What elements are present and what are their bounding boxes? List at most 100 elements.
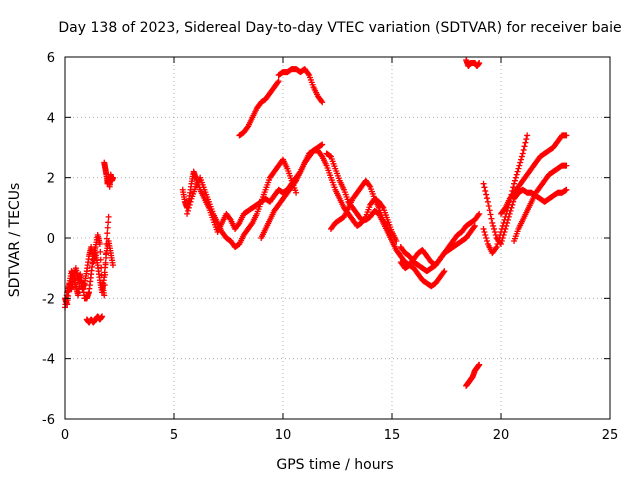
data-point (523, 136, 530, 143)
data-point (521, 143, 528, 150)
data-point (563, 186, 570, 193)
data-point (515, 165, 522, 172)
data-point (483, 191, 490, 198)
data-point (494, 241, 501, 248)
data-point (520, 146, 527, 153)
data-point (563, 162, 570, 169)
data-point (480, 225, 487, 232)
data-point (482, 231, 489, 238)
data-point (498, 225, 505, 232)
data-point (480, 180, 487, 187)
data-point (305, 70, 312, 77)
y-tick-label: -4 (42, 353, 55, 368)
data-point (517, 159, 524, 166)
data-point (184, 207, 191, 214)
data-point (102, 271, 109, 278)
data-point (318, 152, 325, 159)
data-point (483, 235, 490, 241)
data-point (104, 230, 111, 237)
data-point (184, 210, 191, 217)
x-tick-label: 5 (170, 428, 178, 443)
data-point (440, 269, 447, 276)
data-point (486, 207, 493, 214)
data-point (490, 222, 497, 229)
data-point (235, 221, 242, 228)
data-point (98, 264, 105, 271)
y-tick-label: -6 (42, 413, 55, 428)
data-point (518, 153, 525, 160)
data-point (511, 177, 518, 184)
data-point (514, 168, 521, 175)
data-point (275, 78, 282, 85)
data-point (274, 79, 281, 86)
data-point (484, 195, 491, 202)
data-point (476, 210, 483, 217)
data-point (485, 203, 492, 210)
data-point (489, 219, 496, 226)
data-point (491, 225, 498, 232)
data-point (96, 241, 103, 248)
data-point (481, 184, 488, 191)
data-point (518, 156, 525, 163)
data-point (476, 361, 483, 368)
data-point (492, 245, 499, 252)
data-point (388, 230, 395, 237)
data-point (441, 268, 448, 275)
data-point (248, 221, 255, 228)
data-point (105, 219, 112, 226)
y-tick-label: 2 (47, 172, 55, 187)
data-point (293, 189, 300, 196)
data-point (493, 244, 500, 251)
data-point (109, 262, 116, 269)
y-tick-label: 4 (47, 111, 55, 126)
y-tick-label: -2 (42, 292, 55, 307)
data-point (487, 211, 494, 218)
data-point (484, 198, 491, 205)
data-point (484, 238, 491, 245)
x-axis-label: GPS time / hours (276, 457, 394, 473)
data-point (103, 235, 110, 242)
chart-title: Day 138 of 2023, Sidereal Day-to-day VTE… (58, 20, 622, 36)
data-point (319, 99, 326, 106)
data-point (524, 132, 531, 139)
data-point (512, 174, 519, 181)
data-point (292, 178, 299, 185)
y-tick-label: 0 (47, 232, 55, 247)
data-point (500, 219, 507, 226)
data-point (186, 201, 193, 208)
data-point (503, 210, 510, 217)
data-point (185, 204, 192, 211)
data-point (496, 235, 503, 241)
data-point (563, 132, 570, 139)
data-point (491, 228, 498, 235)
data-point (389, 231, 395, 238)
data-point (470, 224, 477, 231)
data-point (471, 222, 478, 229)
data-point (495, 238, 502, 245)
x-tick-label: 20 (493, 428, 510, 443)
data-point (516, 162, 523, 169)
x-tick-label: 10 (275, 428, 292, 443)
data-point (102, 261, 109, 268)
data-points (62, 57, 570, 389)
data-point (102, 251, 109, 258)
x-tick-label: 15 (384, 428, 401, 443)
data-point (101, 292, 108, 299)
data-point (502, 213, 509, 220)
data-point (97, 256, 104, 263)
data-point (522, 139, 529, 146)
data-point (226, 215, 233, 222)
x-tick-label: 25 (602, 428, 619, 443)
data-point (501, 216, 508, 223)
grid-lines (65, 57, 610, 419)
data-point (519, 150, 526, 157)
data-point (97, 248, 104, 255)
data-point (475, 212, 482, 219)
data-point (482, 187, 489, 194)
data-point (187, 198, 194, 205)
data-point (319, 141, 326, 148)
data-point (105, 213, 112, 220)
data-point (103, 241, 110, 248)
data-point (244, 124, 251, 131)
